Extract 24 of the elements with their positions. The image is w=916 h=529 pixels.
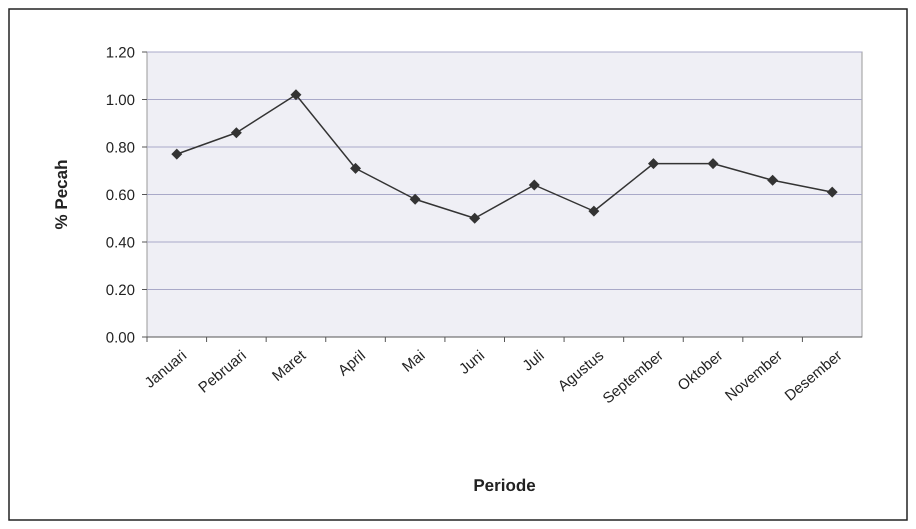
x-axis-title: Periode (473, 476, 536, 495)
point (171, 148, 182, 160)
point (528, 180, 540, 190)
y-tick-label: 0.20 (106, 282, 135, 299)
x-tick-label: Mai (399, 347, 428, 376)
y-tick-label: 1.20 (106, 44, 135, 62)
point (648, 158, 659, 170)
point (350, 162, 362, 174)
point (469, 212, 480, 224)
y-tick-label: 0.40 (106, 234, 135, 252)
x-tick-label: Juni (456, 347, 488, 378)
point (410, 194, 421, 205)
point (708, 158, 719, 170)
point (230, 127, 242, 138)
point (826, 186, 838, 198)
x-tick-label: Juli (519, 347, 548, 375)
y-tick-label: 0.00 (106, 329, 135, 346)
point (767, 174, 778, 186)
point (588, 206, 600, 217)
y-axis-title: % Pecah (52, 160, 71, 230)
point (290, 89, 302, 100)
y-tick-label: 0.80 (106, 139, 135, 156)
y-tick-label: 1.00 (106, 92, 135, 109)
y-tick-label: 0.60 (106, 186, 135, 204)
